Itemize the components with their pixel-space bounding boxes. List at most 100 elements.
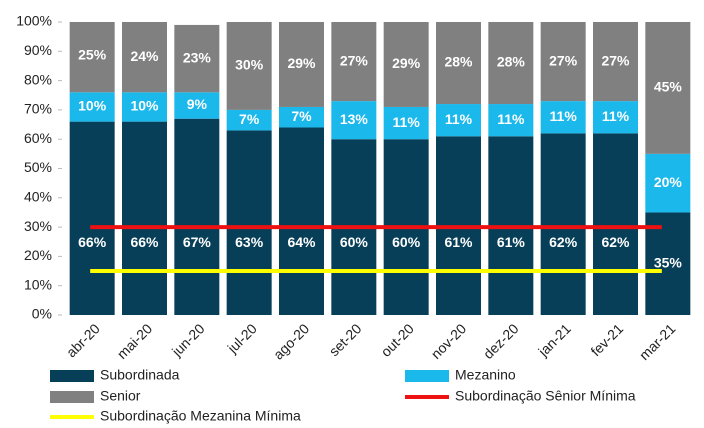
data-label: 7% [291, 108, 312, 124]
data-label: 10% [130, 98, 159, 114]
data-label: 10% [78, 98, 107, 114]
y-tick-label: 90% [24, 42, 52, 58]
legend-label: Subordinada [100, 367, 180, 383]
bar-segment [645, 212, 691, 315]
y-tick-label: 80% [24, 71, 52, 87]
data-label: 66% [78, 234, 107, 250]
bar-segment [645, 22, 691, 154]
bar-segment [279, 127, 324, 315]
x-tick-label: jan-21 [534, 320, 574, 360]
data-label: 25% [78, 46, 107, 62]
legend-swatch [50, 391, 94, 403]
bar-segment [540, 101, 586, 134]
x-tick-label: mar-21 [636, 320, 679, 363]
data-label: 11% [497, 111, 525, 127]
data-label: 30% [235, 57, 264, 73]
legend-swatch [50, 370, 94, 382]
legend-label: Subordinação Sênior Mínima [455, 388, 636, 404]
y-tick-label: 20% [24, 247, 52, 263]
data-label: 20% [654, 174, 683, 190]
y-tick-label: 40% [24, 189, 52, 205]
y-tick-label: 10% [24, 276, 52, 292]
legend-label: Subordinação Mezanina Mínima [100, 408, 301, 424]
bar-segment [226, 109, 272, 131]
bar-segment [174, 92, 220, 119]
data-label: 29% [392, 55, 421, 71]
data-label: 45% [654, 79, 683, 95]
y-tick-label: 50% [24, 159, 52, 175]
data-label: 28% [497, 54, 526, 70]
data-label: 13% [340, 111, 369, 127]
bar-segment [540, 22, 586, 102]
bar-segment [226, 22, 272, 110]
y-tick-label: 0% [32, 306, 52, 322]
y-tick-label: 30% [24, 218, 52, 234]
x-tick-label: jun-20 [168, 320, 208, 360]
data-label: 27% [549, 52, 578, 68]
bar-segment [593, 133, 638, 315]
data-label: 11% [602, 108, 630, 124]
bar-segment [279, 106, 324, 128]
bar-segment [436, 104, 481, 137]
legend-swatch [405, 370, 449, 382]
data-label: 60% [340, 234, 369, 250]
bar-segment [331, 22, 377, 102]
data-label: 11% [393, 114, 421, 130]
bar-segment [122, 92, 167, 122]
y-tick-label: 70% [24, 101, 52, 117]
x-tick-label: ago-20 [270, 320, 312, 362]
bar-segment [279, 22, 324, 107]
data-label: 23% [183, 49, 212, 65]
x-tick-label: set-20 [326, 320, 365, 359]
bar-segment [69, 121, 115, 315]
data-label: 24% [130, 48, 159, 64]
x-tick-label: mai-20 [114, 320, 156, 362]
data-label: 67% [183, 234, 212, 250]
bar-segment [593, 101, 638, 134]
data-label: 27% [340, 52, 369, 68]
bar-segment [122, 22, 167, 93]
data-label: 11% [445, 111, 473, 127]
data-label: 63% [235, 234, 264, 250]
bar-segment [593, 22, 638, 102]
data-label: 27% [601, 52, 630, 68]
bar-segment [540, 133, 586, 315]
bar-segment [122, 121, 167, 315]
bar-segment [488, 22, 534, 105]
data-label: 61% [497, 234, 526, 250]
data-label: 29% [287, 55, 316, 71]
data-label: 62% [601, 234, 630, 250]
legend-label: Mezanino [455, 367, 516, 383]
bar-segment [226, 130, 272, 315]
x-tick-label: fev-21 [587, 320, 626, 359]
x-tick-label: out-20 [378, 320, 418, 360]
x-tick-label: dez-20 [480, 320, 522, 362]
x-tick-label: nov-20 [428, 320, 470, 362]
bar-segment [383, 106, 429, 140]
bar-segment [174, 118, 220, 315]
x-tick-label: jul-20 [224, 320, 260, 356]
bar-segment [331, 101, 377, 140]
data-label: 61% [444, 234, 473, 250]
data-label: 9% [187, 96, 208, 112]
bar-segment [488, 104, 534, 137]
bar-segment [174, 24, 220, 93]
data-label: 7% [239, 111, 260, 127]
bar-segment [383, 22, 429, 107]
data-label: 64% [287, 234, 316, 250]
y-tick-label: 60% [24, 130, 52, 146]
data-label: 35% [654, 254, 683, 270]
data-label: 11% [550, 108, 578, 124]
x-tick-label: abr-20 [63, 320, 103, 360]
bar-segment [69, 22, 115, 93]
data-label: 62% [549, 234, 578, 250]
legend-label: Senior [100, 388, 141, 404]
bar-segment [436, 22, 481, 105]
bar-segment [645, 153, 691, 213]
data-label: 60% [392, 234, 421, 250]
data-label: 28% [444, 54, 473, 70]
y-tick-label: 100% [16, 13, 52, 29]
bar-segment [69, 92, 115, 122]
data-label: 66% [130, 234, 159, 250]
